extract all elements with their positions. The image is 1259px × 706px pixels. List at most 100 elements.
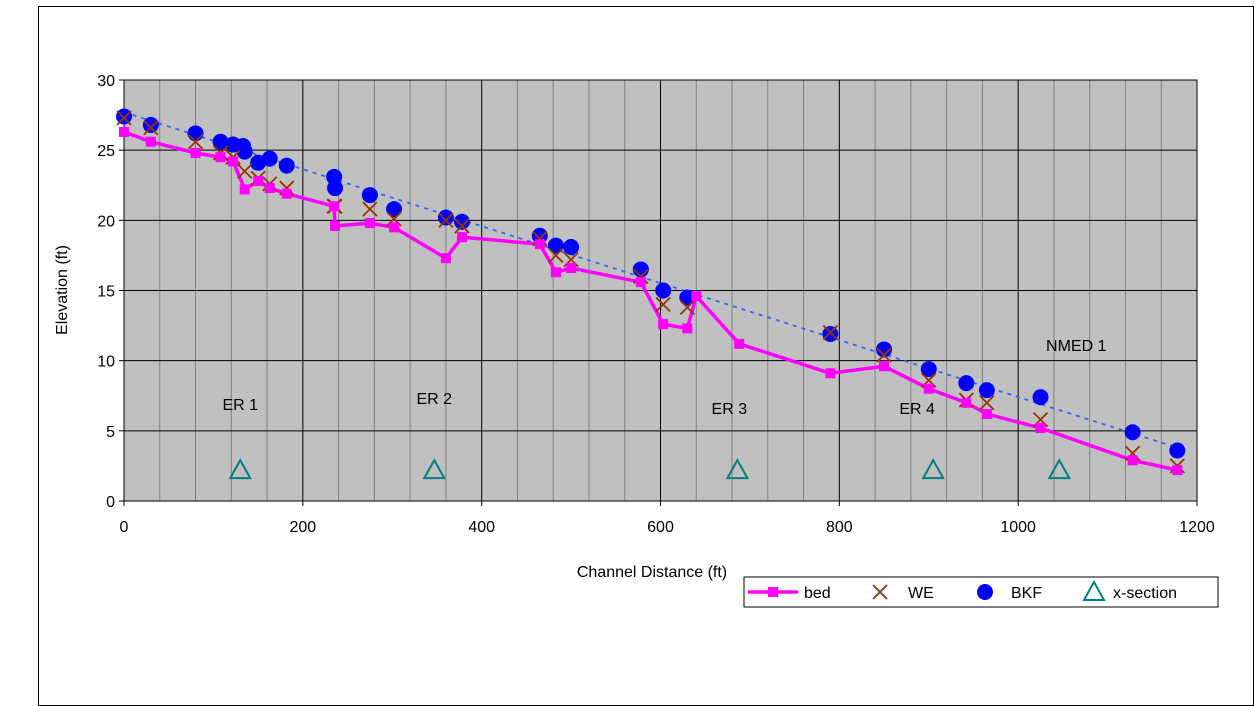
bed-point — [691, 291, 702, 302]
legend: bed WE BKF x-section — [743, 576, 1219, 608]
x-tick-label: 1200 — [1179, 519, 1215, 536]
annotations: ER 1 ER 2 ER 3 ER 4 NMED 1 — [222, 338, 1106, 418]
bkf-point — [1169, 442, 1186, 459]
x-section-point — [422, 458, 446, 480]
legend-marker — [768, 587, 778, 597]
x-tick-label: 200 — [289, 519, 316, 536]
we-point — [822, 324, 839, 341]
bed-point — [879, 361, 890, 372]
bed-point — [1127, 455, 1138, 466]
bed-point — [145, 136, 156, 147]
bkf-point — [547, 237, 564, 254]
bkf-point — [876, 341, 893, 358]
trendline — [123, 111, 1178, 449]
bkf-point — [236, 143, 253, 160]
bed-point — [389, 222, 400, 233]
legend-marker — [977, 584, 993, 600]
annotation-label: ER 1 — [222, 397, 258, 414]
bkf-point — [1124, 424, 1141, 441]
bed-point — [1035, 423, 1046, 434]
annotation-label: NMED 1 — [1046, 338, 1107, 355]
y-axis-label: Elevation (ft) — [54, 245, 71, 335]
x-tick-label: 400 — [468, 519, 495, 536]
bed-point — [566, 263, 577, 274]
bed-point — [825, 368, 836, 379]
x-stroke — [237, 163, 253, 179]
bed-point — [734, 338, 745, 349]
x-tick-label: 800 — [826, 519, 853, 536]
x-stroke — [116, 110, 132, 126]
x-tick-label: 1000 — [1000, 519, 1036, 536]
y-tick-label: 20 — [97, 213, 115, 230]
x-stroke — [438, 212, 454, 228]
legend-marker — [1082, 579, 1106, 601]
bed-point — [440, 253, 451, 264]
axes: 0 200 400 600 800 1000 1200 0 5 10 15 20 25 30 — [97, 73, 1215, 536]
bed-point — [281, 188, 292, 199]
bkf-point — [563, 238, 580, 255]
x-stroke — [872, 584, 888, 600]
y-tick-label: 10 — [97, 354, 115, 371]
bkf-point — [920, 361, 937, 378]
x-stroke — [876, 347, 892, 363]
bed-point — [550, 267, 561, 278]
bed-point — [981, 408, 992, 419]
we-point — [979, 395, 995, 411]
bkf-point — [632, 261, 649, 278]
bed-point — [456, 232, 467, 243]
bed-point — [682, 323, 693, 334]
bed-point — [228, 156, 239, 167]
annotation-label: ER 4 — [899, 401, 935, 418]
we-point — [143, 120, 159, 136]
x-stroke — [143, 120, 159, 136]
we-point — [454, 218, 470, 234]
x-stroke — [548, 247, 564, 264]
bed-point — [119, 126, 129, 137]
x-section-point — [725, 458, 750, 480]
we-point — [237, 163, 253, 179]
x-section-point — [228, 458, 252, 480]
we-point — [187, 134, 204, 150]
bkf-point — [361, 187, 378, 204]
bkf-point — [453, 213, 470, 230]
y-tick-label: 15 — [97, 284, 115, 301]
legend-label: BKF — [1011, 585, 1042, 602]
x-stroke — [822, 324, 839, 341]
bkf-point — [116, 108, 132, 125]
legend-label: WE — [908, 585, 934, 602]
y-tick-label: 25 — [97, 143, 115, 160]
x-tick-label: 0 — [120, 519, 129, 536]
we-point — [548, 247, 564, 264]
x-section-point — [921, 458, 945, 480]
bkf-point — [386, 201, 403, 218]
bed-point — [923, 383, 934, 394]
we-point — [876, 347, 892, 363]
bkf-point — [212, 133, 229, 150]
bed-point — [264, 183, 275, 194]
we-point — [362, 201, 378, 217]
x-stroke — [454, 218, 470, 234]
we-point — [116, 110, 132, 126]
bkf-point — [655, 282, 672, 299]
bkf-point — [327, 180, 344, 197]
annotation-label: ER 3 — [712, 401, 748, 418]
bed-point — [364, 218, 375, 229]
bed-point — [534, 239, 545, 250]
legend-label: x-section — [1113, 585, 1177, 602]
bed-point — [239, 184, 250, 195]
bkf-point — [958, 375, 975, 392]
bed-point — [329, 201, 340, 212]
x-stroke — [187, 134, 204, 150]
y-tick-label: 30 — [97, 73, 115, 90]
bed-point — [658, 319, 669, 330]
we-point — [655, 296, 671, 313]
bkf-point — [278, 157, 295, 174]
x-stroke — [655, 296, 671, 313]
bkf-point — [142, 116, 159, 133]
bed-point — [961, 397, 972, 408]
bed-point — [330, 220, 341, 231]
bkf-point — [978, 382, 995, 399]
bkf-point — [822, 326, 839, 343]
x-axis-label: Channel Distance (ft) — [577, 564, 727, 581]
